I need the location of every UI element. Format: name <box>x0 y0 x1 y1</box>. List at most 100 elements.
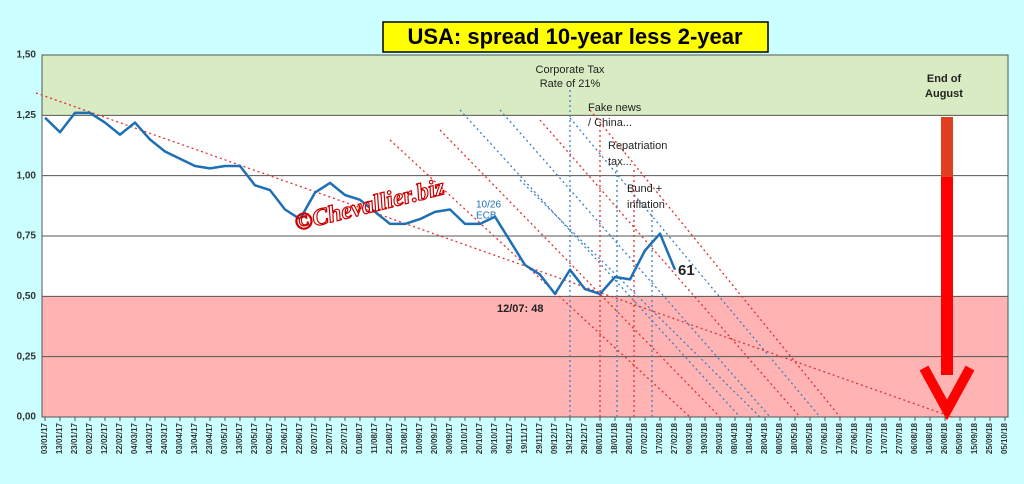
x-tick-label: 09/03/18 <box>685 422 694 454</box>
x-tick-label: 24/03/17 <box>160 422 169 454</box>
x-tick-label: 13/05/17 <box>235 422 244 454</box>
trend-line <box>459 109 741 418</box>
trend-line <box>389 139 691 418</box>
annotation: ECB <box>476 211 497 222</box>
x-tick-label: 10/09/17 <box>415 422 424 454</box>
x-tick-label: 19/03/18 <box>700 422 709 454</box>
x-tick-label: 02/02/17 <box>85 422 94 454</box>
plot-bands <box>41 54 1009 421</box>
chart-title: USA: spread 10-year less 2-year <box>407 24 743 49</box>
trend-line <box>589 109 841 418</box>
x-tick-label: 15/09/18 <box>970 422 979 454</box>
x-tick-label: 17/07/18 <box>880 422 889 454</box>
x-tick-label: 13/01/17 <box>55 422 64 454</box>
x-tick-label: 18/01/18 <box>610 422 619 454</box>
x-tick-label: 05/10/18 <box>1000 422 1009 454</box>
series-line <box>44 111 677 296</box>
plot <box>44 111 677 296</box>
x-tick-label: 26/08/18 <box>940 422 949 454</box>
trend-line <box>35 92 953 418</box>
x-tick-label: 22/07/17 <box>340 422 349 454</box>
x-tick-label: 04/03/17 <box>130 422 139 454</box>
x-tick-label: 02/07/17 <box>310 422 319 454</box>
x-tick-label: 07/02/18 <box>640 422 649 454</box>
x-tick-label: 17/02/18 <box>655 422 664 454</box>
annotation: Repatriation <box>608 140 667 152</box>
x-tick-label: 18/05/18 <box>790 422 799 454</box>
band-top <box>42 55 1008 116</box>
x-tick-label: 29/12/17 <box>580 422 589 454</box>
annotation: August <box>925 88 963 100</box>
x-tick-label: 17/06/18 <box>835 422 844 454</box>
annotation: 12/07: 48 <box>497 303 543 315</box>
arrow-shaft <box>941 177 953 375</box>
annotation: / China... <box>588 117 632 129</box>
x-tick-label: 03/04/17 <box>175 422 184 454</box>
x-tick-label: 07/07/18 <box>865 422 874 454</box>
annotation: tax... <box>608 156 632 168</box>
x-tick-label: 20/10/17 <box>475 422 484 454</box>
annotation: 10/26 <box>476 200 501 211</box>
x-tick-label: 18/04/18 <box>745 422 754 454</box>
x-tick-label: 01/08/17 <box>355 422 364 454</box>
x-tick-label: 27/06/18 <box>850 422 859 454</box>
x-tick-label: 23/01/17 <box>70 422 79 454</box>
x-tick-label: 27/07/18 <box>895 422 904 454</box>
trend-line <box>539 119 801 418</box>
x-tick-label: 30/10/17 <box>490 422 499 454</box>
x-tick-label: 19/11/17 <box>520 422 529 453</box>
annotation: Rate of 21% <box>540 78 601 90</box>
annotation: Corporate Tax <box>536 64 605 76</box>
x-tick-label: 14/03/17 <box>145 422 154 454</box>
y-tick-label: 1,25 <box>17 110 37 121</box>
x-tick-label: 29/11/17 <box>535 422 544 453</box>
x-tick-label: 08/04/18 <box>730 422 739 454</box>
x-tick-label: 20/09/17 <box>430 422 439 454</box>
band-mid <box>42 115 1008 297</box>
x-tick-label: 23/05/17 <box>250 422 259 454</box>
x-tick-label: 27/02/18 <box>670 422 679 454</box>
x-tick-label: 22/06/17 <box>295 422 304 454</box>
y-tick-label: 1,50 <box>17 50 37 61</box>
x-tick-label: 21/08/17 <box>385 422 394 454</box>
x-tick-label: 03/01/17 <box>40 422 49 454</box>
annotation: Bund + <box>627 183 662 195</box>
x-tick-label: 02/06/17 <box>265 422 274 454</box>
annotation: End of <box>927 73 962 85</box>
x-tick-label: 28/04/18 <box>760 422 769 454</box>
x-tick-label: 28/01/18 <box>625 422 634 454</box>
annotation: inflation <box>627 199 665 211</box>
x-tick-label: 25/09/18 <box>985 422 994 454</box>
x-tick-label: 29/03/18 <box>715 422 724 454</box>
x-tick-label: 09/11/17 <box>505 422 514 453</box>
y-tick-label: 1,00 <box>17 170 37 181</box>
x-tick-label: 03/05/17 <box>220 422 229 454</box>
x-tick-label: 19/12/17 <box>565 422 574 454</box>
x-tick-label: 05/09/18 <box>955 422 964 454</box>
x-tick-label: 07/06/18 <box>820 422 829 454</box>
x-tick-label: 22/02/17 <box>115 422 124 454</box>
annotation: 61 <box>678 262 695 279</box>
x-tick-label: 12/07/17 <box>325 422 334 454</box>
arrow <box>919 117 975 421</box>
x-tick-label: 11/08/17 <box>370 422 379 453</box>
x-tick-label: 08/01/18 <box>595 422 604 454</box>
arrow-head <box>919 365 975 421</box>
x-tick-label: 08/05/18 <box>775 422 784 454</box>
x-tick-label: 23/04/17 <box>205 422 214 454</box>
y-tick-label: 0,50 <box>17 291 37 302</box>
x-tick-label: 10/10/17 <box>460 422 469 454</box>
x-tick-label: 12/02/17 <box>100 422 109 454</box>
x-tick-label: 12/06/17 <box>280 422 289 454</box>
y-tick-label: 0,75 <box>17 231 37 242</box>
trend-lines <box>35 90 953 418</box>
x-tick-label: 28/05/18 <box>805 422 814 454</box>
x-tick-label: 13/04/17 <box>190 422 199 454</box>
trend-line <box>499 109 771 418</box>
trend-line <box>439 129 721 418</box>
x-tick-label: 06/08/18 <box>910 422 919 454</box>
annotation: Fake news <box>588 102 642 114</box>
y-tick-label: 0,00 <box>17 412 37 423</box>
title-box <box>382 21 769 53</box>
